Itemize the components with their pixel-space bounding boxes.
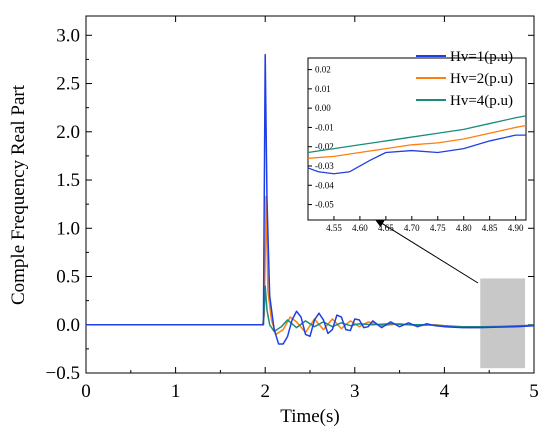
inset-x-tick-label: 4.85 xyxy=(482,223,498,233)
legend-label: Hv=2(p.u) xyxy=(450,71,513,87)
inset-x-tick-label: 4.65 xyxy=(378,223,394,233)
y-tick-label: −0.5 xyxy=(46,363,80,384)
inset-y-tick-label: 0.00 xyxy=(315,103,331,113)
inset-y-tick-label: -0.01 xyxy=(315,122,334,132)
highlight-region xyxy=(480,278,526,369)
legend-label: Hv=4(p.u) xyxy=(450,93,513,109)
main-series xyxy=(86,53,535,345)
inset-x-tick-label: 4.60 xyxy=(352,223,368,233)
inset-y-tick-label: -0.02 xyxy=(315,142,334,152)
inset-y-tick-label: -0.04 xyxy=(315,180,334,190)
inset-x-tick-label: 4.80 xyxy=(456,223,472,233)
inset-ticks: 4.55 4.60 4.65 4.70 4.75 4.80 4.85 4.90 0.02 0.01… xyxy=(308,65,524,233)
inset-series-line-0 xyxy=(307,134,526,175)
y-tick-label: 2.0 xyxy=(56,122,80,143)
inset-series-line-1 xyxy=(307,124,527,159)
y-tick-label: 2.5 xyxy=(56,74,80,95)
inset-x-tick-label: 4.75 xyxy=(430,223,446,233)
inset-y-tick-label: 0.02 xyxy=(315,65,331,75)
main-ticks: 0 1 2 3 4 5 −0.5 0.0 0.5 1.0 1.5 2.0 2.5 3.0 xyxy=(46,16,539,402)
legend-label: Hv=1(p.u) xyxy=(450,49,513,65)
x-tick-label: 2 xyxy=(260,381,270,402)
y-axis-label: Comple Frequency Real Part xyxy=(8,84,29,305)
inset-frame xyxy=(307,57,527,221)
inset-x-tick-label: 4.70 xyxy=(404,223,420,233)
inset-y-tick-label: -0.05 xyxy=(315,200,334,210)
inset-series xyxy=(307,115,527,175)
series-line-2 xyxy=(86,285,535,333)
zoom-arrow xyxy=(374,218,479,284)
x-axis-label: Time(s) xyxy=(280,406,339,427)
inset-x-tick-label: 4.55 xyxy=(326,223,342,233)
inset-series-line-2 xyxy=(307,115,527,154)
legend: Hv=1(p.u) Hv=2(p.u) Hv=4(p.u) xyxy=(416,49,513,109)
y-tick-label: 3.0 xyxy=(56,25,80,46)
y-tick-label: 1.5 xyxy=(56,170,80,191)
x-tick-label: 4 xyxy=(440,381,450,402)
x-tick-label: 1 xyxy=(171,381,181,402)
inset-background xyxy=(308,58,526,220)
y-tick-label: 1.0 xyxy=(56,218,80,239)
y-tick-label: 0.5 xyxy=(56,267,80,288)
x-tick-label: 5 xyxy=(529,381,539,402)
x-tick-label: 0 xyxy=(81,381,91,402)
inset-y-tick-label: 0.01 xyxy=(315,84,331,94)
x-tick-label: 3 xyxy=(350,381,360,402)
inset-x-tick-label: 4.90 xyxy=(508,223,524,233)
series-line-0 xyxy=(86,53,535,345)
y-tick-label: 0.0 xyxy=(56,315,80,336)
inset-y-tick-label: -0.03 xyxy=(315,161,334,171)
highlight-group xyxy=(480,278,526,369)
